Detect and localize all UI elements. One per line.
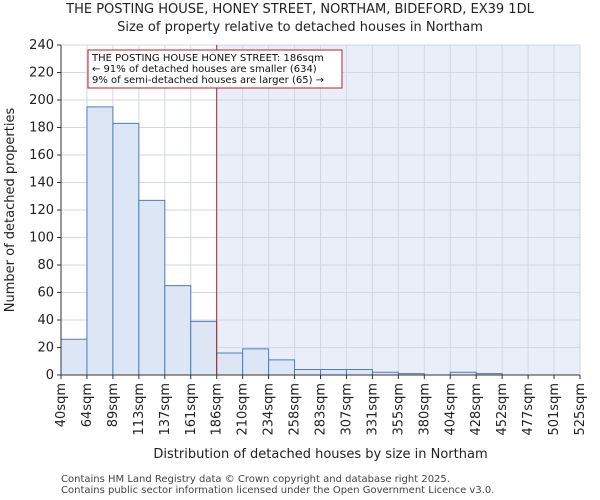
bar-307sqm bbox=[345, 369, 373, 376]
x-tick-label: 525sqm bbox=[573, 383, 588, 436]
bar-258sqm bbox=[294, 369, 321, 376]
y-tick-label: 80 bbox=[37, 258, 54, 273]
bar-89sqm bbox=[112, 122, 140, 376]
x-tick-label: 283sqm bbox=[314, 383, 329, 436]
y-tick-label: 120 bbox=[29, 203, 54, 218]
y-tick-label: 200 bbox=[29, 93, 54, 108]
x-tick-label: 428sqm bbox=[469, 383, 484, 436]
x-axis-title: Distribution of detached houses by size … bbox=[153, 447, 487, 462]
annotation-box bbox=[87, 49, 343, 89]
x-tick-label: 89sqm bbox=[106, 383, 121, 427]
x-tick-label: 355sqm bbox=[391, 383, 406, 436]
y-tick-label: 240 bbox=[29, 38, 54, 53]
bar-64sqm bbox=[86, 106, 114, 376]
x-tick-label: 40sqm bbox=[54, 383, 69, 427]
footer-copyright: Contains HM Land Registry data © Crown c… bbox=[61, 474, 450, 485]
x-tick-label: 501sqm bbox=[547, 383, 562, 436]
bar-234sqm bbox=[268, 359, 296, 376]
x-tick-label: 307sqm bbox=[339, 383, 354, 436]
y-tick-label: 220 bbox=[29, 66, 54, 81]
bar-186sqm bbox=[216, 352, 244, 376]
y-tick-label: 0 bbox=[46, 368, 54, 383]
bar-283sqm bbox=[320, 369, 347, 376]
chart-title-line-1: THE POSTING HOUSE, HONEY STREET, NORTHAM… bbox=[66, 2, 534, 17]
x-tick-label: 380sqm bbox=[417, 383, 432, 436]
y-tick-label: 20 bbox=[37, 341, 54, 356]
y-tick-label: 60 bbox=[37, 286, 54, 301]
x-tick-label: 137sqm bbox=[158, 383, 173, 436]
x-tick-label: 161sqm bbox=[184, 383, 199, 436]
x-tick-label: 404sqm bbox=[443, 383, 458, 436]
y-tick-label: 40 bbox=[37, 313, 54, 328]
y-tick-label: 160 bbox=[29, 148, 54, 163]
x-tick-label: 64sqm bbox=[80, 383, 95, 427]
y-tick-label: 100 bbox=[29, 231, 54, 246]
annotation-line-3: 9% of semi-detached houses are larger (6… bbox=[92, 75, 324, 86]
annotation-line-1: THE POSTING HOUSE HONEY STREET: 186sqm bbox=[91, 53, 324, 64]
bar-40sqm bbox=[60, 338, 88, 376]
bar-161sqm bbox=[190, 320, 218, 376]
x-tick-label: 452sqm bbox=[495, 383, 510, 436]
x-tick-label: 113sqm bbox=[132, 383, 147, 436]
x-tick-label: 210sqm bbox=[236, 383, 251, 436]
y-tick-label: 180 bbox=[29, 121, 54, 136]
x-tick-label: 477sqm bbox=[521, 383, 536, 436]
bar-210sqm bbox=[242, 348, 270, 376]
y-tick-label: 140 bbox=[29, 176, 54, 191]
chart-title-line-2: Size of property relative to detached ho… bbox=[117, 20, 483, 35]
x-tick-label: 186sqm bbox=[210, 383, 225, 436]
bar-137sqm bbox=[164, 285, 192, 376]
bar-113sqm bbox=[138, 199, 166, 376]
y-axis-title: Number of detached properties bbox=[3, 108, 18, 313]
annotation-line-2: ← 91% of detached houses are smaller (63… bbox=[92, 64, 317, 75]
x-tick-label: 258sqm bbox=[288, 383, 303, 436]
x-tick-label: 331sqm bbox=[365, 383, 380, 436]
x-tick-label: 234sqm bbox=[262, 383, 277, 436]
footer-licence: Contains public sector information licen… bbox=[61, 485, 495, 496]
